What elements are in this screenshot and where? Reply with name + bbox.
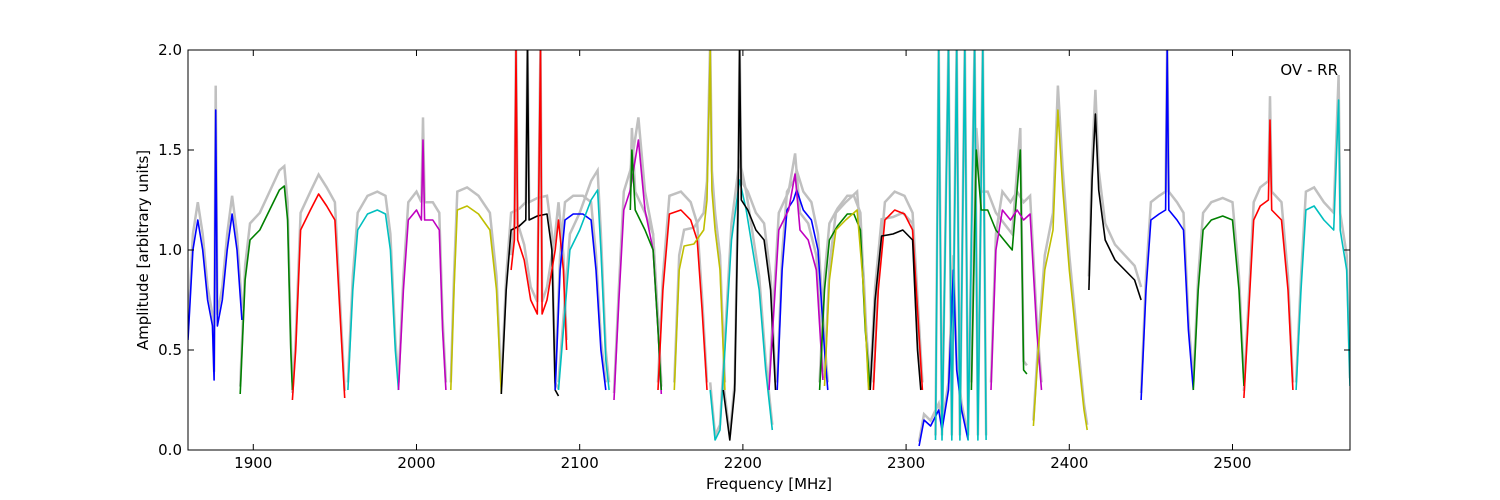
series-line-olive xyxy=(673,50,726,391)
series-line-olive xyxy=(450,205,503,395)
x-axis-label: Frequency [MHz] xyxy=(706,475,832,493)
y-axis-label: Amplitude [arbitrary units] xyxy=(134,150,152,350)
series-line-magenta xyxy=(990,209,1043,391)
series-line-blue xyxy=(776,189,829,391)
series-layer xyxy=(188,50,1350,447)
series-line-blue xyxy=(1140,50,1195,401)
y-tick-label: 1.0 xyxy=(158,241,182,259)
background-trace xyxy=(708,159,774,441)
x-tick-label: 2000 xyxy=(397,454,435,472)
background-trace xyxy=(1192,196,1246,383)
x-tick-label: 1900 xyxy=(234,454,272,472)
x-tick-label: 2300 xyxy=(887,454,925,472)
series-line-magenta xyxy=(768,173,824,391)
series-line-magenta xyxy=(397,139,447,391)
series-line-green xyxy=(629,149,663,391)
y-tick-label: 2.0 xyxy=(158,41,182,59)
series-line-cyan xyxy=(557,189,610,391)
series-line-red xyxy=(1243,119,1294,399)
background-trace xyxy=(1032,85,1089,425)
series-line-blue xyxy=(188,109,243,381)
series-line-cyan xyxy=(347,209,400,391)
series-line-blue xyxy=(554,213,607,391)
series-line-red xyxy=(872,209,924,391)
series-line-red xyxy=(510,50,568,351)
series-line-black xyxy=(722,50,777,441)
background-trace xyxy=(656,190,709,383)
background-trace xyxy=(823,188,870,383)
series-line-black xyxy=(1088,113,1142,301)
x-tick-label: 2200 xyxy=(724,454,762,472)
series-line-cyan xyxy=(934,50,987,441)
background-trace xyxy=(1087,89,1143,288)
panel-annotation: OV - RR xyxy=(1280,61,1338,79)
series-line-red xyxy=(291,193,346,401)
series-line-green xyxy=(1192,215,1245,391)
y-tick-label: 0.0 xyxy=(158,441,182,459)
series-line-black xyxy=(869,229,922,391)
series-line-olive xyxy=(1032,109,1088,431)
x-tick-label: 2500 xyxy=(1213,454,1251,472)
background-trace xyxy=(1294,74,1350,383)
background-trace xyxy=(767,153,825,383)
series-line-green xyxy=(970,149,1028,391)
y-axis: 0.0 0.5 1.0 1.5 2.0 xyxy=(158,41,1350,459)
x-tick-label: 2100 xyxy=(561,454,599,472)
y-tick-label: 0.5 xyxy=(158,341,182,359)
x-tick-label: 2400 xyxy=(1050,454,1088,472)
series-line-cyan xyxy=(1295,99,1350,391)
series-line-green xyxy=(239,185,294,395)
series-line-olive xyxy=(823,209,870,391)
background-trace xyxy=(775,166,830,383)
x-axis: 1900 2000 2100 2200 2300 2400 2500 xyxy=(234,50,1252,472)
y-tick-label: 1.5 xyxy=(158,141,182,159)
series-line-black xyxy=(500,50,560,397)
series-line-red xyxy=(657,209,708,391)
series-line-cyan xyxy=(709,179,774,441)
